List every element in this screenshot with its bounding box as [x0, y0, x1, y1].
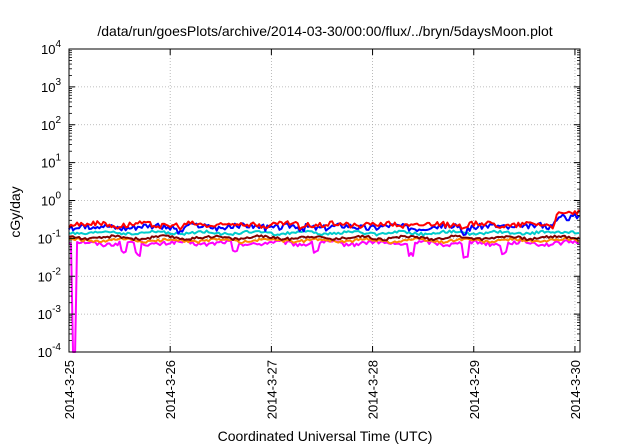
y-axis-label: cGy/day — [7, 186, 23, 237]
y-tick-base: 10 — [41, 80, 55, 95]
y-tick-base: 10 — [41, 194, 55, 209]
y-tick-exponent: 2 — [55, 115, 61, 126]
series-line — [68, 234, 580, 242]
x-tick-label: 2014-3-26 — [163, 360, 178, 419]
x-tick-label: 2014-3-25 — [62, 360, 77, 419]
y-tick-label: 101 — [41, 153, 61, 171]
y-tick-base: 10 — [38, 269, 52, 284]
y-tick-exponent: -3 — [52, 304, 61, 315]
x-tick-label: 2014-3-28 — [366, 360, 381, 419]
x-tick-label: 2014-3-29 — [467, 360, 482, 419]
y-tick-label: 104 — [41, 39, 61, 57]
series-line — [68, 229, 580, 237]
y-tick-base: 10 — [38, 307, 52, 322]
x-tick-label: 2014-3-27 — [264, 360, 279, 419]
y-tick-base: 10 — [41, 118, 55, 133]
y-tick-label: 102 — [41, 115, 61, 133]
x-axis: 2014-3-25 2014-3-26 2014-3-27 2014-3-28 2014… — [62, 49, 583, 419]
chart-title: /data/run/goesPlots/archive/2014-03-30/0… — [97, 23, 552, 39]
y-tick-exponent: 0 — [55, 191, 61, 202]
y-tick-label: 10-3 — [38, 304, 62, 322]
y-tick-exponent: -1 — [52, 228, 61, 239]
x-axis-label: Coordinated Universal Time (UTC) — [218, 428, 433, 444]
y-tick-exponent: -4 — [52, 342, 61, 353]
y-tick-label: 10-2 — [38, 266, 62, 284]
y-tick-base: 10 — [41, 156, 55, 171]
y-tick-base: 10 — [38, 345, 52, 360]
y-tick-exponent: 1 — [55, 153, 61, 164]
series-group — [68, 209, 580, 353]
y-tick-label: 10-4 — [38, 342, 62, 360]
series-line — [68, 239, 580, 353]
y-tick-label: 103 — [41, 77, 61, 95]
y-tick-label: 10-1 — [38, 228, 62, 246]
x-tick-label: 2014-3-30 — [568, 360, 583, 419]
y-tick-base: 10 — [41, 42, 55, 57]
y-tick-exponent: 3 — [55, 77, 61, 88]
y-tick-exponent: -2 — [52, 266, 61, 277]
series-line — [68, 236, 580, 245]
y-tick-exponent: 4 — [55, 39, 61, 50]
y-tick-label: 100 — [41, 191, 61, 209]
y-tick-base: 10 — [38, 231, 52, 246]
series-line — [68, 209, 580, 231]
